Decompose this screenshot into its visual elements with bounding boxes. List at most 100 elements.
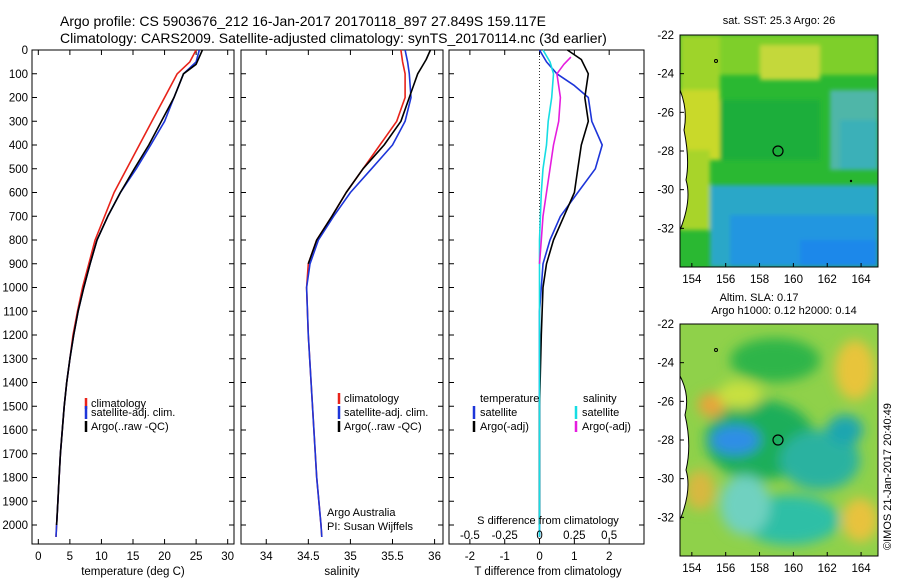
salinity-series: [305, 49, 432, 537]
difference-xlabel: T difference from climatology: [474, 566, 621, 578]
x-tick-label: 1: [571, 551, 577, 563]
map-y-tick-label: -26: [657, 396, 674, 408]
difference-ticks: -2 -1 0 1 2: [449, 49, 644, 563]
map-x-tick-label: 158: [750, 274, 769, 286]
salinity-legend: climatology satellite-adj. clim. Argo(..…: [337, 393, 428, 433]
legend-satellite: satellite-adj. clim.: [91, 407, 175, 419]
map-y-tick-label: -24: [657, 69, 674, 81]
y-tick-label: 300: [9, 116, 28, 128]
legend-t-argo: Argo(-adj): [480, 421, 529, 433]
argo-location-marker: [772, 434, 784, 446]
map-x-tick-label: 154: [682, 274, 702, 286]
salinity-xlabel: salinity: [324, 566, 359, 578]
annotation-line1: Argo Australia: [327, 507, 396, 519]
salinity-ticks: 34 34.5 35 35.5 36: [241, 49, 443, 563]
argo-location-marker: [772, 145, 784, 157]
s-tick-label: -0.25: [492, 530, 518, 542]
y-tick-label: 2000: [2, 520, 28, 532]
legend-climatology: climatology: [91, 398, 147, 410]
y-tick-label: 1000: [2, 283, 28, 295]
x-tick-label: 5: [67, 551, 73, 563]
y-tick-label: 1400: [2, 378, 28, 390]
y-tick-label: 1800: [2, 473, 28, 485]
y-tick-label: 200: [9, 93, 28, 105]
x-tick-label: 15: [127, 551, 140, 563]
series-climatology: [55, 49, 197, 537]
s-tick-label: 0.5: [601, 530, 617, 542]
map-y-tick-label: -30: [657, 474, 674, 486]
map-x-tick-label: 156: [716, 274, 735, 286]
temperature-panel: 0 5 10 15 20 25 300100200300400500600700800900…: [2, 45, 235, 578]
sst-map-title: sat. SST: 25.3 Argo: 26: [723, 15, 836, 27]
legend-s-satellite: satellite: [582, 407, 619, 419]
x-tick-label: -1: [500, 551, 510, 563]
series-argo: [55, 49, 204, 526]
x-tick-label: 30: [221, 551, 234, 563]
x-tick-label: 2: [606, 551, 612, 563]
coast-point-marker: [714, 59, 718, 63]
y-tick-label: 600: [9, 188, 28, 200]
difference-legend: temperature satellite Argo(-adj) salinit…: [472, 393, 631, 433]
legend-argo: Argo(..raw -QC): [91, 421, 169, 433]
credit-text: ©IMOS 21-Jan-2017 20:40:49: [882, 403, 894, 550]
map-y-tick-label: -26: [657, 107, 674, 119]
y-tick-label: 1700: [2, 449, 28, 461]
map-y-tick-label: -32: [657, 223, 674, 235]
y-tick-label: 900: [9, 259, 28, 271]
legend-salinity-title: salinity: [583, 393, 617, 405]
map-x-tick-label: 164: [851, 274, 871, 286]
x-tick-label: 34.5: [297, 551, 319, 563]
series-t-satellite: [538, 49, 603, 537]
map-x-tick-label: 156: [716, 563, 735, 575]
series-argo: [307, 49, 432, 265]
series-climatology: [305, 49, 406, 537]
x-tick-label: 35.5: [381, 551, 403, 563]
map-x-tick-label: 160: [784, 274, 803, 286]
s-tick-label: 0: [536, 530, 542, 542]
sst-map-ticks: 154 156 158 160 162 164 -22 -24 -26 -28 -30 -32: [657, 30, 871, 286]
y-tick-label: 400: [9, 140, 28, 152]
legend-argo: Argo(..raw -QC): [344, 421, 422, 433]
temperature-axes-frame: [31, 49, 235, 545]
x-tick-label: 25: [190, 551, 203, 563]
y-tick-label: 1900: [2, 496, 28, 508]
x-tick-label: 20: [158, 551, 171, 563]
y-tick-label: 1100: [3, 306, 28, 318]
salinity-axes-frame: [240, 49, 444, 545]
y-tick-label: 0: [22, 45, 28, 57]
x-tick-label: 10: [95, 551, 108, 563]
sst-map-field: [680, 35, 878, 267]
legend-satellite: satellite-adj. clim.: [344, 407, 428, 419]
x-tick-label: 34: [260, 551, 273, 563]
series-satellite: [55, 49, 201, 537]
map-x-tick-label: 164: [851, 563, 871, 575]
map-x-tick-label: 154: [682, 563, 702, 575]
map-y-tick-label: -24: [657, 358, 674, 370]
sla-map-title2: Argo h1000: 0.12 h2000: 0.14: [711, 305, 857, 317]
x-tick-label: -2: [465, 551, 475, 563]
legend-s-argo: Argo(-adj): [582, 421, 631, 433]
sla-map-title1: Altim. SLA: 0.17: [720, 292, 799, 304]
coast-point-marker: [714, 348, 718, 352]
x-tick-label: 36: [428, 551, 441, 563]
y-tick-label: 1200: [2, 330, 28, 342]
legend-temperature-title: temperature: [480, 393, 539, 405]
header-line2: Climatology: CARS2009. Satellite-adjuste…: [60, 30, 607, 46]
temperature-ticks: 0 5 10 15 20 25 300100200300400500600700800900…: [2, 45, 234, 563]
temperature-series: [55, 49, 204, 537]
map-y-tick-label: -22: [657, 319, 674, 331]
difference-panel: -2 -1 0 1 2 temperature satellite Argo(-adj)…: [448, 49, 645, 578]
map-x-tick-label: 162: [818, 563, 837, 575]
legend-climatology: climatology: [344, 393, 400, 405]
y-tick-label: 1500: [2, 401, 28, 413]
legend-t-satellite: satellite: [480, 407, 517, 419]
map-y-tick-label: -22: [657, 30, 674, 42]
s-tick-label: 0.25: [563, 530, 585, 542]
difference-s-axis-label: S difference from climatology: [477, 515, 619, 527]
series-t-argo: [538, 49, 590, 525]
difference-s-ticklabels: -0.5 -0.25 0 0.25 0.5: [460, 530, 617, 542]
temperature-legend: climatology satellite-adj. clim. Argo(..…: [84, 398, 175, 433]
map-x-tick-label: 160: [784, 563, 803, 575]
sla-map-field: [680, 324, 878, 556]
